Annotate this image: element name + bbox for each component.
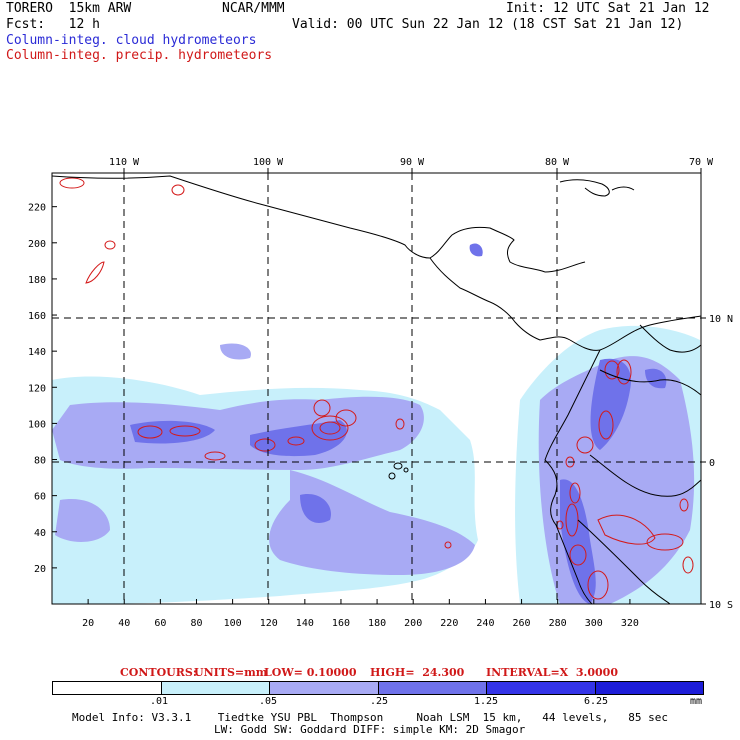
bottom-tick-label: 40: [118, 618, 130, 629]
cloud-field-title: Column-integ. cloud hydrometeors: [6, 33, 257, 48]
legend-level-5: 6.25: [584, 696, 609, 707]
top-lon-label: 100 W: [253, 157, 284, 168]
bottom-tick-label: 160: [332, 618, 350, 629]
bottom-tick-label: 260: [513, 618, 531, 629]
top-lon-label: 80 W: [545, 157, 570, 168]
bottom-tick-label: 100: [224, 618, 242, 629]
right-latitude-labels: 10 N 0 10 S: [701, 314, 733, 611]
left-tick-label: 100: [28, 419, 46, 430]
precip-field-title: Column-integ. precip. hydrometeors: [6, 48, 273, 63]
organization-label: NCAR/MMM: [222, 1, 285, 16]
bottom-tick-label: 300: [585, 618, 603, 629]
bottom-tick-label: 280: [549, 618, 567, 629]
precip-contours: [59, 177, 694, 600]
bottom-tick-label: 320: [621, 618, 639, 629]
model-info-line: Model Info: V3.3.1 Tiedtke YSU PBL Thomp…: [72, 711, 669, 724]
cloud-core-7: [645, 368, 667, 389]
left-tick-label: 40: [34, 528, 46, 539]
left-tick-label: 20: [34, 564, 46, 575]
top-longitude-labels: 110 W 100 W 90 W 80 W 70 W: [109, 157, 714, 173]
map-frame: [51, 172, 702, 605]
legend-swatch-3: [377, 682, 486, 694]
legend-swatch-2: [269, 682, 378, 694]
forecast-hour: Fcst: 12 h: [6, 17, 100, 32]
bottom-tick-label: 80: [190, 618, 202, 629]
left-tick-label: 60: [34, 492, 46, 503]
top-lon-label: 70 W: [689, 157, 714, 168]
bottom-tick-label: 180: [368, 618, 386, 629]
graticule: [52, 173, 701, 604]
legend-swatch-4: [486, 682, 595, 694]
legend-swatch-5: [594, 682, 703, 694]
cloud-patch-nw: [220, 343, 251, 360]
left-tick-label: 140: [28, 347, 46, 358]
contour-units: UNITS=mm: [194, 666, 268, 679]
contour-interval: INTERVAL=X 3.0000: [486, 666, 618, 679]
bottom-tick-label: 240: [476, 618, 494, 629]
contour-low: LOW= 0.10000: [264, 666, 357, 679]
left-tick-label: 180: [28, 275, 46, 286]
cloud-field: [52, 243, 701, 604]
bottom-tick-label: 120: [260, 618, 278, 629]
legend-level-4: 1.25: [474, 696, 499, 707]
cloud-core-3: [590, 358, 631, 450]
cloud-core-4: [560, 479, 596, 604]
legend-level-1: .01: [150, 696, 169, 707]
legend-unit: mm: [690, 696, 703, 707]
cloud-core-6: [469, 243, 483, 257]
cloud-core-5: [300, 494, 331, 523]
bottom-tick-label: 220: [440, 618, 458, 629]
right-lat-label: 10 S: [709, 600, 733, 611]
bottom-tick-label: 200: [404, 618, 422, 629]
bottom-tick-label: 20: [82, 618, 94, 629]
legend-level-3: .25: [370, 696, 389, 707]
contour-label: CONTOURS:: [120, 666, 197, 679]
left-axis: 220 200 180 160 140 120 100 80 60 40 20: [28, 203, 57, 575]
bottom-axis: 20 40 60 80 100 120 140 160 180 200 220 240 260 280 30…: [82, 599, 639, 629]
right-lat-label: 10 N: [709, 314, 733, 325]
top-lon-label: 110 W: [109, 157, 140, 168]
top-lon-label: 90 W: [400, 157, 425, 168]
physics-info-line: LW: Godd SW: Goddard DIFF: simple KM: 2D…: [214, 723, 526, 736]
bottom-tick-label: 140: [296, 618, 314, 629]
init-time: Init: 12 UTC Sat 21 Jan 12: [506, 1, 710, 16]
coastlines: [52, 175, 701, 604]
legend-swatch-1: [160, 682, 269, 694]
bottom-tick-label: 60: [154, 618, 166, 629]
cloud-band-itcz: [52, 396, 424, 470]
left-tick-label: 80: [34, 456, 46, 467]
left-tick-label: 220: [28, 203, 46, 214]
color-legend-bar: [52, 681, 704, 695]
left-tick-label: 120: [28, 383, 46, 394]
left-tick-label: 160: [28, 311, 46, 322]
cloud-band-south: [269, 470, 475, 575]
right-lat-label: 0: [709, 458, 715, 469]
contour-high: HIGH= 24.300: [370, 666, 465, 679]
model-title: TORERO 15km ARW: [6, 1, 132, 16]
legend-swatch-0: [53, 682, 161, 694]
legend-level-2: .05: [259, 696, 278, 707]
valid-time: Valid: 00 UTC Sun 22 Jan 12 (18 CST Sat …: [292, 17, 684, 32]
cloud-patch-west: [55, 499, 110, 542]
left-tick-label: 200: [28, 239, 46, 250]
